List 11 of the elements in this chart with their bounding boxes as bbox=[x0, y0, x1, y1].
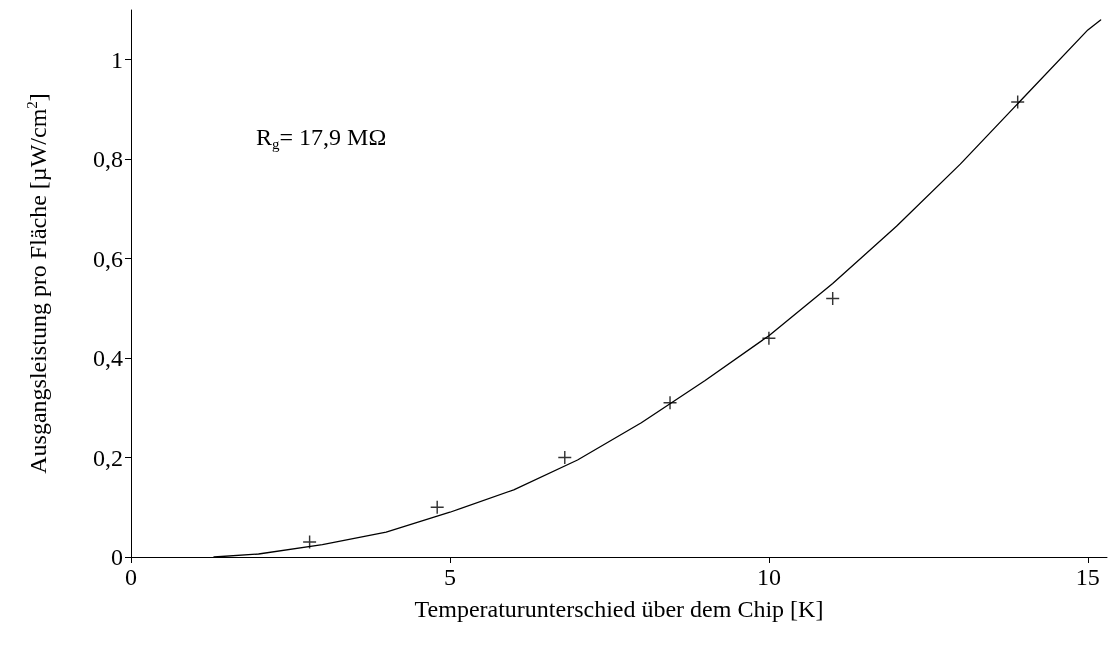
y-tick-label: 0,2 bbox=[93, 444, 123, 471]
x-tick-label: 15 bbox=[1075, 564, 1100, 590]
y-tick-label: 0 bbox=[111, 544, 123, 570]
y-tick-label: 0,6 bbox=[93, 245, 123, 272]
x-tick-label: 10 bbox=[756, 564, 781, 590]
y-axis-title: Ausgangsleistung pro Fläche [µW/cm2] bbox=[23, 93, 51, 474]
y-tick-label: 0,4 bbox=[93, 345, 123, 372]
x-axis-title: Temperaturunterschied über dem Chip [K] bbox=[414, 596, 824, 622]
y-tick-label: 1 bbox=[111, 46, 123, 73]
x-tick-label: 5 bbox=[443, 564, 456, 590]
y-tick-label: 0,8 bbox=[93, 146, 123, 173]
